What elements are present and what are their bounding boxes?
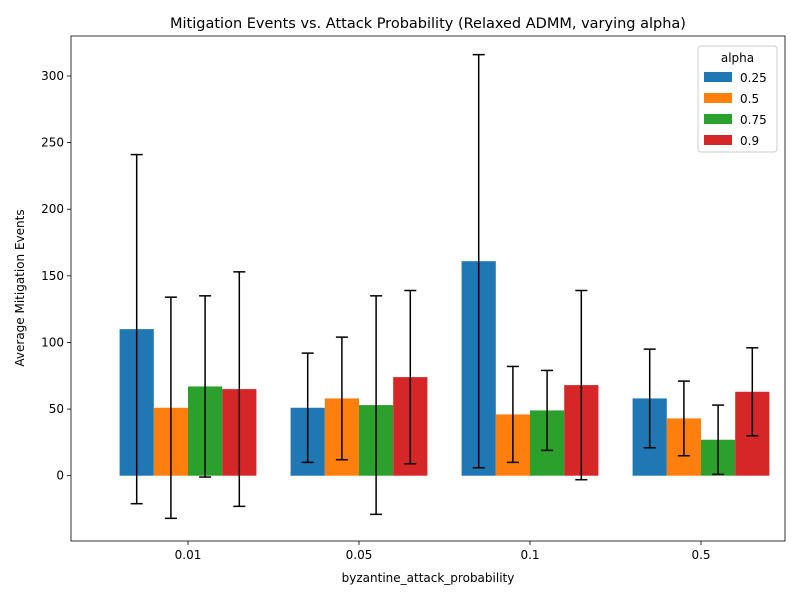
legend-label: 0.9 (740, 134, 759, 148)
x-axis-title: byzantine_attack_probability (342, 571, 515, 585)
legend-swatch (704, 135, 732, 145)
chart-title: Mitigation Events vs. Attack Probability… (170, 16, 686, 32)
x-tick-label: 0.05 (346, 548, 373, 562)
y-tick-label: 0 (56, 469, 64, 483)
legend-label: 0.75 (740, 113, 767, 127)
y-tick-label: 250 (41, 136, 64, 150)
axes-frame (70, 35, 786, 542)
x-tick-label: 0.5 (691, 548, 710, 562)
x-tick-label: 0.1 (520, 548, 539, 562)
legend-swatch (704, 114, 732, 124)
y-tick-label: 50 (49, 402, 64, 416)
legend: alpha 0.25 0.5 0.75 0.9 (697, 45, 778, 153)
legend-title: alpha (721, 51, 754, 65)
y-tick-label: 150 (41, 269, 64, 283)
plot-area: 0 50 100 150 200 250 300 0.01 0.05 0.1 0.5 (41, 35, 786, 562)
y-tick-label: 300 (41, 69, 64, 83)
legend-label: 0.25 (740, 71, 767, 85)
legend-swatch (704, 72, 732, 82)
y-axis-title: Average Mitigation Events (13, 209, 27, 366)
legend-swatch (704, 93, 732, 103)
x-tick-label: 0.01 (175, 548, 202, 562)
legend-label: 0.5 (740, 92, 759, 106)
y-tick-label: 200 (41, 202, 64, 216)
y-tick-label: 100 (41, 335, 64, 349)
